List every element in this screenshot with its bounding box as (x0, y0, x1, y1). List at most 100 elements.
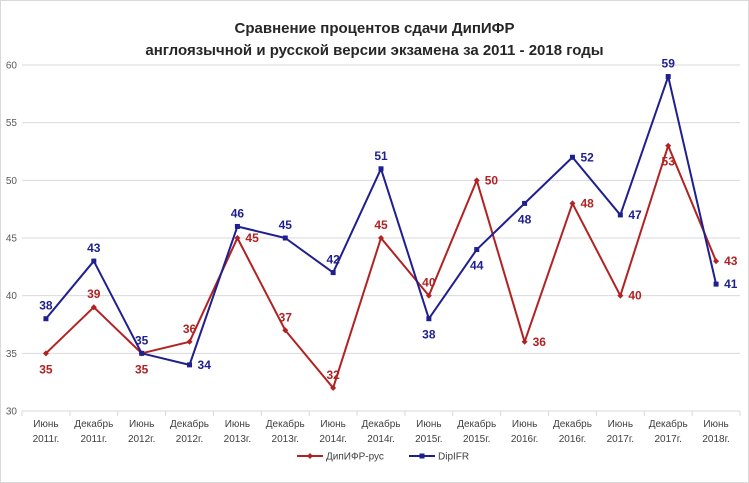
x-tick-label: 2013г. (272, 434, 299, 445)
x-tick-label: Июнь (33, 419, 58, 430)
data-label: 40 (628, 289, 642, 303)
data-point (521, 338, 528, 345)
x-tick-label: 2011г. (80, 434, 107, 445)
x-tick-label: Декабрь (266, 418, 305, 430)
x-tick-label: 2014г. (319, 434, 346, 445)
data-label: 48 (580, 196, 594, 210)
data-label: 43 (724, 254, 738, 268)
data-point (474, 247, 480, 253)
x-tick-label: 2015г. (415, 434, 442, 445)
x-tick-label: Декабрь (553, 418, 592, 430)
data-label: 35 (135, 362, 149, 376)
x-tick-label: 2012г. (176, 434, 203, 445)
x-tick-label: Июнь (225, 419, 250, 430)
legend-label: ДипИФР-рус (326, 452, 384, 463)
data-label: 37 (279, 310, 293, 324)
data-label: 32 (326, 368, 340, 382)
x-tick-label: Июнь (416, 419, 441, 430)
data-label: 36 (533, 335, 547, 349)
data-point (426, 316, 432, 322)
x-tick-label: 2016г. (559, 434, 586, 445)
data-label: 38 (422, 328, 436, 342)
y-tick-label: 55 (6, 118, 18, 129)
chart-title-line1: Сравнение процентов сдачи ДипИФР (234, 20, 515, 37)
x-tick-label: 2018г. (702, 434, 729, 445)
y-tick-label: 60 (6, 61, 18, 72)
data-point (713, 258, 720, 265)
data-label: 34 (198, 358, 212, 372)
x-tick-label: Июнь (129, 419, 154, 430)
data-point (186, 338, 193, 345)
x-tick-label: Декабрь (649, 418, 688, 430)
data-label: 52 (580, 150, 594, 164)
x-tick-label: Декабрь (457, 418, 496, 430)
data-point (617, 212, 623, 218)
x-tick-label: 2011г. (33, 434, 60, 445)
x-tick-label: Декабрь (170, 418, 209, 430)
data-label: 41 (724, 277, 738, 291)
series-line-0 (45, 144, 717, 389)
data-label: 40 (422, 276, 436, 290)
data-point (378, 235, 384, 241)
data-label: 51 (374, 149, 388, 163)
x-tick-label: Июнь (320, 419, 345, 430)
data-point (330, 384, 337, 391)
x-tick-label: Декабрь (362, 418, 401, 430)
data-point (42, 350, 49, 357)
x-tick-label: 2013г. (224, 434, 251, 445)
x-tick-label: 2017г. (607, 434, 634, 445)
legend-label: DipIFR (438, 452, 469, 463)
data-point (330, 270, 336, 276)
legend-marker (307, 453, 313, 459)
data-label: 46 (231, 206, 245, 220)
data-point (139, 350, 145, 356)
data-label: 38 (39, 299, 53, 313)
data-label: 50 (485, 173, 499, 187)
x-tick-label: Июнь (512, 419, 537, 430)
x-tick-label: Июнь (608, 419, 633, 430)
chart-title-line2: англоязычной и русской версии экзамена з… (145, 42, 604, 59)
data-point (665, 74, 671, 80)
x-tick-label: 2014г. (367, 434, 394, 445)
data-label: 53 (662, 155, 676, 169)
data-label: 45 (279, 218, 293, 232)
data-label: 42 (326, 253, 340, 267)
data-point (43, 316, 49, 322)
y-tick-label: 35 (6, 349, 18, 360)
data-point (234, 223, 240, 229)
x-tick-label: Декабрь (74, 418, 113, 430)
y-tick-label: 40 (6, 291, 18, 302)
y-tick-label: 30 (6, 407, 18, 418)
data-label: 39 (87, 287, 101, 301)
data-point (282, 235, 288, 241)
data-label: 47 (628, 208, 642, 222)
data-label: 35 (135, 333, 149, 347)
data-label: 36 (183, 322, 197, 336)
data-point (617, 292, 624, 299)
x-tick-label: 2017г. (654, 434, 681, 445)
data-point (665, 142, 672, 149)
data-label: 45 (374, 218, 388, 232)
data-point (91, 258, 97, 264)
data-label: 35 (39, 362, 53, 376)
data-point (378, 166, 384, 172)
x-tick-label: 2015г. (463, 434, 490, 445)
data-label: 48 (518, 212, 532, 226)
data-label: 44 (470, 259, 484, 273)
x-tick-label: Июнь (703, 419, 728, 430)
y-tick-label: 50 (6, 176, 18, 187)
data-point (713, 281, 719, 287)
data-point (425, 292, 432, 299)
x-tick-label: 2016г. (511, 434, 538, 445)
data-point (282, 327, 289, 334)
data-point (90, 304, 97, 311)
data-label: 59 (662, 57, 676, 71)
x-tick-label: 2012г. (128, 434, 155, 445)
data-point (473, 177, 480, 184)
y-tick-label: 45 (6, 234, 18, 245)
data-label: 45 (245, 231, 259, 245)
data-point (187, 362, 193, 368)
data-label: 43 (87, 241, 101, 255)
data-point (522, 200, 528, 206)
